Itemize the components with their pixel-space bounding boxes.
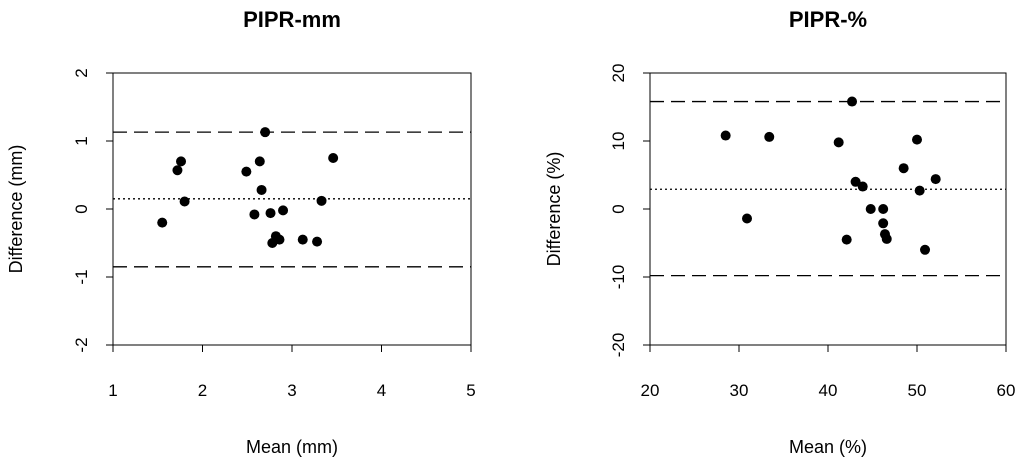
data-point <box>857 181 868 192</box>
y-tick-label: 20 <box>609 64 628 83</box>
x-axis-label: Mean (%) <box>789 437 867 457</box>
data-point <box>898 163 909 174</box>
data-point <box>278 205 289 216</box>
y-axis-label: Difference (mm) <box>6 145 26 274</box>
data-point <box>920 244 931 255</box>
data-point <box>850 176 861 187</box>
y-axis-label: Difference (%) <box>544 152 564 267</box>
data-point <box>841 234 852 245</box>
data-point <box>328 153 339 163</box>
data-point <box>764 131 775 142</box>
x-tick-label: 20 <box>641 381 660 400</box>
chart-title: PIPR-mm <box>243 7 341 32</box>
data-point <box>865 204 876 214</box>
y-tick-label: -2 <box>72 337 91 352</box>
data-point <box>249 209 260 220</box>
data-point <box>241 166 252 177</box>
x-tick-label: 60 <box>997 381 1016 400</box>
data-point <box>265 208 276 219</box>
data-point <box>312 236 323 247</box>
data-point <box>172 165 183 176</box>
x-tick-label: 1 <box>108 381 117 400</box>
chart-panel-2: PIPR-% 20 30 40 50 60 -20 -10 0 10 20 Mean (%) Diffe… <box>544 7 1015 457</box>
data-point <box>254 156 265 167</box>
data-point <box>912 134 922 145</box>
data-point <box>878 204 889 214</box>
data-point <box>256 184 267 195</box>
plot-frame <box>649 72 1007 346</box>
y-tick-label: 1 <box>72 136 91 145</box>
data-point <box>847 96 858 107</box>
y-tick-label: -20 <box>609 333 628 358</box>
x-tick-label: 3 <box>287 381 296 400</box>
x-tick-label: 40 <box>819 381 838 400</box>
x-tick-label: 4 <box>377 381 386 400</box>
data-point <box>297 234 308 245</box>
chart-title: PIPR-% <box>789 7 867 32</box>
data-point <box>881 233 892 244</box>
data-point <box>742 213 753 224</box>
data-point <box>878 218 889 229</box>
y-tick-label: 10 <box>609 132 628 151</box>
data-point <box>914 185 925 196</box>
y-tick-label: -1 <box>72 269 91 284</box>
y-tick-label: 2 <box>72 68 91 77</box>
data-point <box>274 234 285 245</box>
x-tick-label: 5 <box>466 381 475 400</box>
y-tick-label: -10 <box>609 265 628 290</box>
y-tick-label: 0 <box>72 204 91 213</box>
x-tick-label: 2 <box>198 381 207 400</box>
data-point <box>720 130 731 141</box>
data-point <box>176 156 187 167</box>
x-tick-label: 50 <box>908 381 927 400</box>
data-point <box>260 127 271 138</box>
x-axis-label: Mean (mm) <box>246 437 338 457</box>
data-point <box>179 196 190 207</box>
y-tick-label: 0 <box>609 204 628 213</box>
plot-frame <box>112 72 472 346</box>
data-point <box>833 137 844 148</box>
chart-panel-1: PIPR-mm 1 2 3 4 5 -2 -1 0 1 2 Mean (mm) Difference (… <box>6 7 476 457</box>
data-point <box>316 195 327 206</box>
x-tick-label: 30 <box>730 381 749 400</box>
data-point <box>930 174 941 185</box>
data-point <box>157 217 168 228</box>
